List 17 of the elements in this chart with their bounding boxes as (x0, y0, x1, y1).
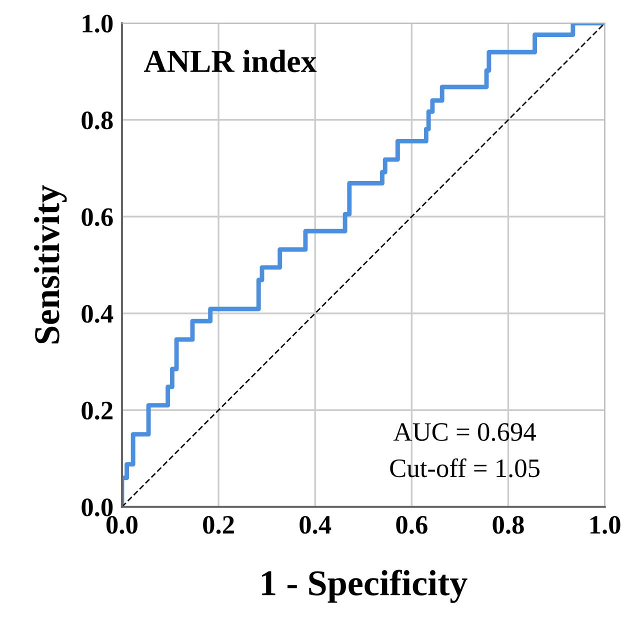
x-tick-label: 0.8 (492, 516, 524, 534)
x-tick-label: 1.0 (590, 516, 620, 534)
y-tick-label: 0.4 (82, 304, 114, 323)
y-tick-label: 0.0 (82, 498, 113, 516)
x-tick-label: 0.0 (106, 516, 138, 534)
x-tick-label: 0.6 (396, 516, 428, 534)
annotation: AUC = 0.694 (393, 423, 536, 442)
y-axis-title: Sensitivity (34, 185, 67, 344)
x-tick-label: 0.2 (203, 516, 234, 534)
y-tick-label: 1.0 (82, 14, 113, 33)
y-tick-label: 0.2 (82, 402, 113, 420)
x-tick-label: 0.4 (300, 516, 332, 534)
annotation: Cut-off = 1.05 (390, 458, 540, 478)
text: ANLR index (144, 50, 317, 72)
y-tick-label: 0.8 (82, 111, 113, 130)
x-axis-title: 1 - Specificity (262, 570, 468, 603)
y-tick-label: 0.6 (82, 208, 113, 226)
